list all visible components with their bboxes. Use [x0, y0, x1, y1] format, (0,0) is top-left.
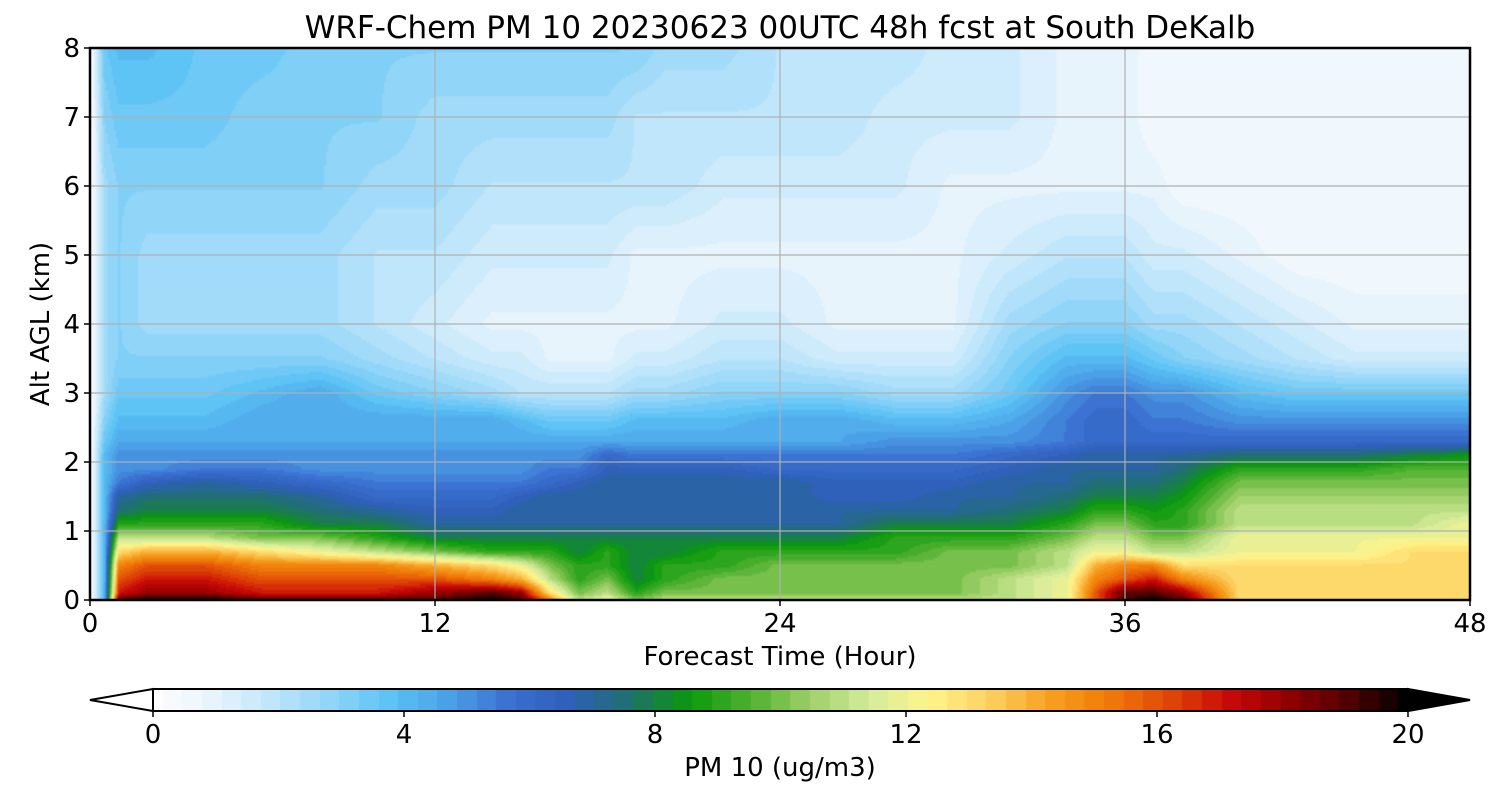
grid-lines — [90, 48, 1470, 600]
colorbar-frame — [152, 688, 1409, 712]
colorbar-tick-label: 20 — [1391, 720, 1424, 750]
colorbar-gradient — [153, 689, 1408, 711]
colorbar-tick-label: 8 — [647, 720, 664, 750]
colorbar-ticks: 0 4 8 12 16 20 — [145, 711, 1425, 750]
colorbar-tick-label: 0 — [145, 720, 162, 750]
y-tick-label: 0 — [63, 586, 80, 616]
colorbar-extend-min — [89, 687, 154, 713]
y-tick-label: 1 — [63, 517, 80, 547]
y-tick-label: 4 — [63, 310, 80, 340]
x-tick-label: 24 — [763, 609, 796, 639]
x-tick-label: 12 — [418, 609, 451, 639]
colorbar-tick-label: 4 — [396, 720, 413, 750]
x-tick-label: 36 — [1108, 609, 1141, 639]
y-tick-label: 6 — [63, 172, 80, 202]
y-axis-label: Alt AGL (km) — [26, 242, 56, 406]
y-tick-label: 2 — [63, 448, 80, 478]
y-tick-label: 8 — [63, 34, 80, 64]
x-tick-label: 48 — [1453, 609, 1486, 639]
colorbar-tick-label: 16 — [1140, 720, 1173, 750]
colorbar-label: PM 10 (ug/m3) — [684, 753, 876, 783]
y-tick-label: 3 — [63, 379, 80, 409]
chart-title: WRF-Chem PM 10 20230623 00UTC 48h fcst a… — [305, 10, 1256, 46]
colorbar-tick-label: 12 — [889, 720, 922, 750]
y-tick-label: 5 — [63, 241, 80, 271]
colorbar-extend-max — [1407, 687, 1471, 713]
x-tick-label: 0 — [82, 609, 99, 639]
y-tick-label: 7 — [63, 103, 80, 133]
x-axis-label: Forecast Time (Hour) — [643, 642, 916, 672]
